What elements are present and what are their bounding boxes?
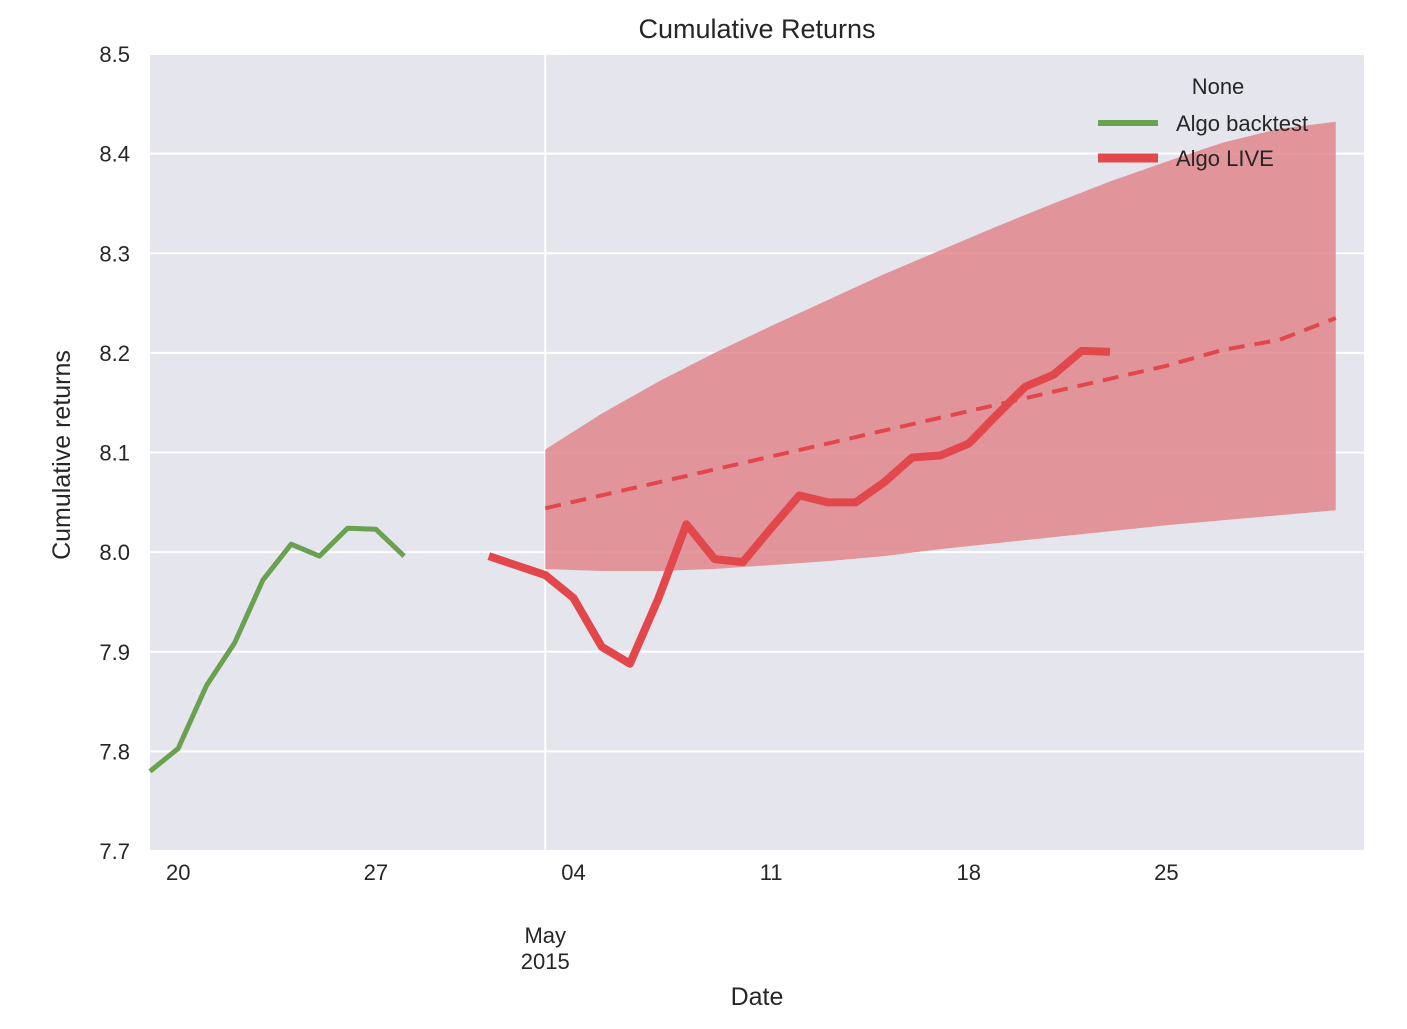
y-tick-label: 7.9 xyxy=(99,640,130,665)
cone-median-line xyxy=(544,316,1337,511)
series-lines xyxy=(148,346,1111,774)
x-tick-label: 18 xyxy=(957,860,981,885)
legend-title: None xyxy=(1192,74,1245,99)
forecast-cone xyxy=(544,121,1337,572)
chart-title: Cumulative Returns xyxy=(638,14,875,44)
x-tick-label: 11 xyxy=(760,860,783,885)
legend-label-live: Algo LIVE xyxy=(1176,146,1274,171)
series-line-live xyxy=(487,346,1111,668)
y-tick-label: 8.2 xyxy=(99,341,130,366)
y-tick-label: 8.4 xyxy=(99,142,130,167)
cone-band xyxy=(545,121,1336,572)
x-tick-label: 27 xyxy=(364,860,388,885)
y-tick-label: 8.0 xyxy=(99,540,130,565)
y-tick-label: 8.5 xyxy=(99,42,130,67)
y-tick-label: 8.3 xyxy=(99,241,130,266)
x-tick-month-label: May xyxy=(524,923,566,948)
y-axis-label: Cumulative returns xyxy=(48,350,76,560)
x-axis-label: Date xyxy=(731,983,784,1011)
y-tick-label: 7.7 xyxy=(99,839,130,864)
x-tick-label: 20 xyxy=(166,860,190,885)
y-tick-label: 8.1 xyxy=(99,441,130,466)
legend: None Algo backtest Algo LIVE xyxy=(1098,74,1308,171)
x-tick-month-label: 2015 xyxy=(521,949,570,974)
y-axis-ticks: 7.7 7.8 7.9 8.0 8.1 8.2 8.3 8.4 8.5 xyxy=(99,42,130,864)
legend-label-backtest: Algo backtest xyxy=(1176,111,1308,136)
x-tick-label: 04 xyxy=(561,860,585,885)
x-tick-label: 25 xyxy=(1154,860,1178,885)
series-line-backtest xyxy=(148,525,406,774)
y-tick-label: 7.8 xyxy=(99,739,130,764)
